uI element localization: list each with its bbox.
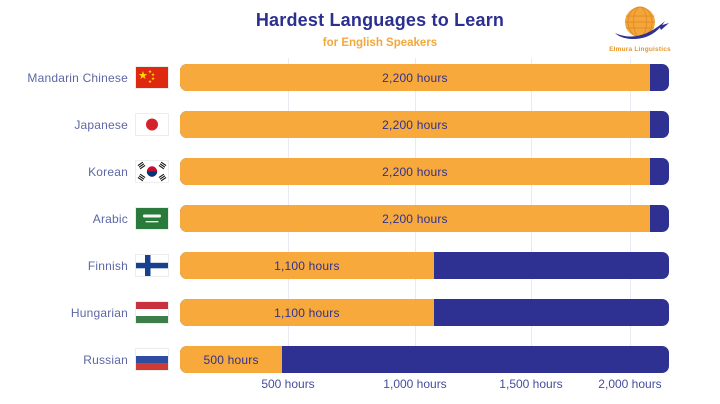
chart-row: Korean 2,200 hours	[0, 148, 720, 195]
bar-fill: 2,200 hours	[180, 158, 650, 185]
x-axis: 500 hours 1,000 hours 1,500 hours 2,000 hou…	[0, 377, 720, 397]
brand-name: Elmura Linguistics	[609, 46, 671, 53]
flag-russia-icon	[136, 349, 168, 370]
page-title: Hardest Languages to Learn	[255, 10, 505, 30]
chart-row: Arabic 2,200 hours	[0, 195, 720, 242]
chart-header: Hardest Languages to Learn for English S…	[40, 10, 720, 49]
globe-swoosh-icon	[590, 4, 690, 48]
chart-row: Russian 500 hours	[0, 336, 720, 383]
chart-row: Mandarin Chinese ★ ★ ★ ★ ★ 2,200 hours	[0, 54, 720, 101]
language-label: Korean	[88, 164, 128, 179]
bar-fill: 1,100 hours	[180, 252, 434, 279]
bar-track: 2,200 hours	[180, 64, 669, 91]
svg-text:★: ★	[151, 76, 155, 81]
bar-value-label: 2,200 hours	[382, 164, 448, 179]
bar-fill: 2,200 hours	[180, 205, 650, 232]
bar-value-label: 2,200 hours	[382, 117, 448, 132]
bar-fill: 2,200 hours	[180, 64, 650, 91]
svg-text:★: ★	[138, 70, 148, 82]
page-subtitle: for English Speakers	[322, 37, 438, 49]
bar-value-label: 500 hours	[203, 352, 259, 367]
x-axis-tick-label: 500 hours	[261, 377, 315, 391]
bar-value-label: 2,200 hours	[382, 70, 448, 85]
svg-text:★: ★	[148, 69, 152, 74]
bar-track: 500 hours	[180, 346, 669, 373]
language-label: Hungarian	[70, 305, 128, 320]
language-label: Mandarin Chinese	[27, 70, 128, 85]
x-axis-tick-label: 1,000 hours	[383, 377, 447, 391]
flag-south-korea-icon	[136, 161, 168, 182]
chart-row: Finnish 1,100 hours	[0, 242, 720, 289]
chart-row: Japanese 2,200 hours	[0, 101, 720, 148]
bar-fill: 1,100 hours	[180, 299, 434, 326]
flag-saudi-arabia-icon	[136, 208, 168, 229]
brand-logo: Elmura Linguistics	[590, 4, 690, 56]
x-axis-tick-label: 1,500 hours	[499, 377, 563, 391]
bar-value-label: 1,100 hours	[274, 258, 340, 273]
flag-finland-icon	[136, 255, 168, 276]
bar-fill: 2,200 hours	[180, 111, 650, 138]
bar-fill: 500 hours	[180, 346, 283, 373]
bar-track: 2,200 hours	[180, 205, 669, 232]
language-label: Russian	[83, 352, 128, 367]
language-label: Arabic	[92, 211, 128, 226]
bar-value-label: 2,200 hours	[382, 211, 448, 226]
bar-track: 1,100 hours	[180, 252, 669, 279]
bar-track: 1,100 hours	[180, 299, 669, 326]
flag-china-icon: ★ ★ ★ ★ ★	[136, 67, 168, 88]
language-label: Finnish	[87, 258, 128, 273]
chart-rows: Mandarin Chinese ★ ★ ★ ★ ★ 2,200 hours Japanese…	[0, 54, 720, 383]
bar-value-label: 1,100 hours	[274, 305, 340, 320]
language-label: Japanese	[74, 117, 128, 132]
bar-track: 2,200 hours	[180, 111, 669, 138]
svg-text:★: ★	[148, 79, 152, 84]
svg-text:★: ★	[151, 72, 155, 77]
flag-hungary-icon	[136, 302, 168, 323]
x-axis-tick-label: 2,000 hours	[598, 377, 662, 391]
chart-row: Hungarian 1,100 hours	[0, 289, 720, 336]
flag-japan-icon	[136, 114, 168, 135]
bar-track: 2,200 hours	[180, 158, 669, 185]
